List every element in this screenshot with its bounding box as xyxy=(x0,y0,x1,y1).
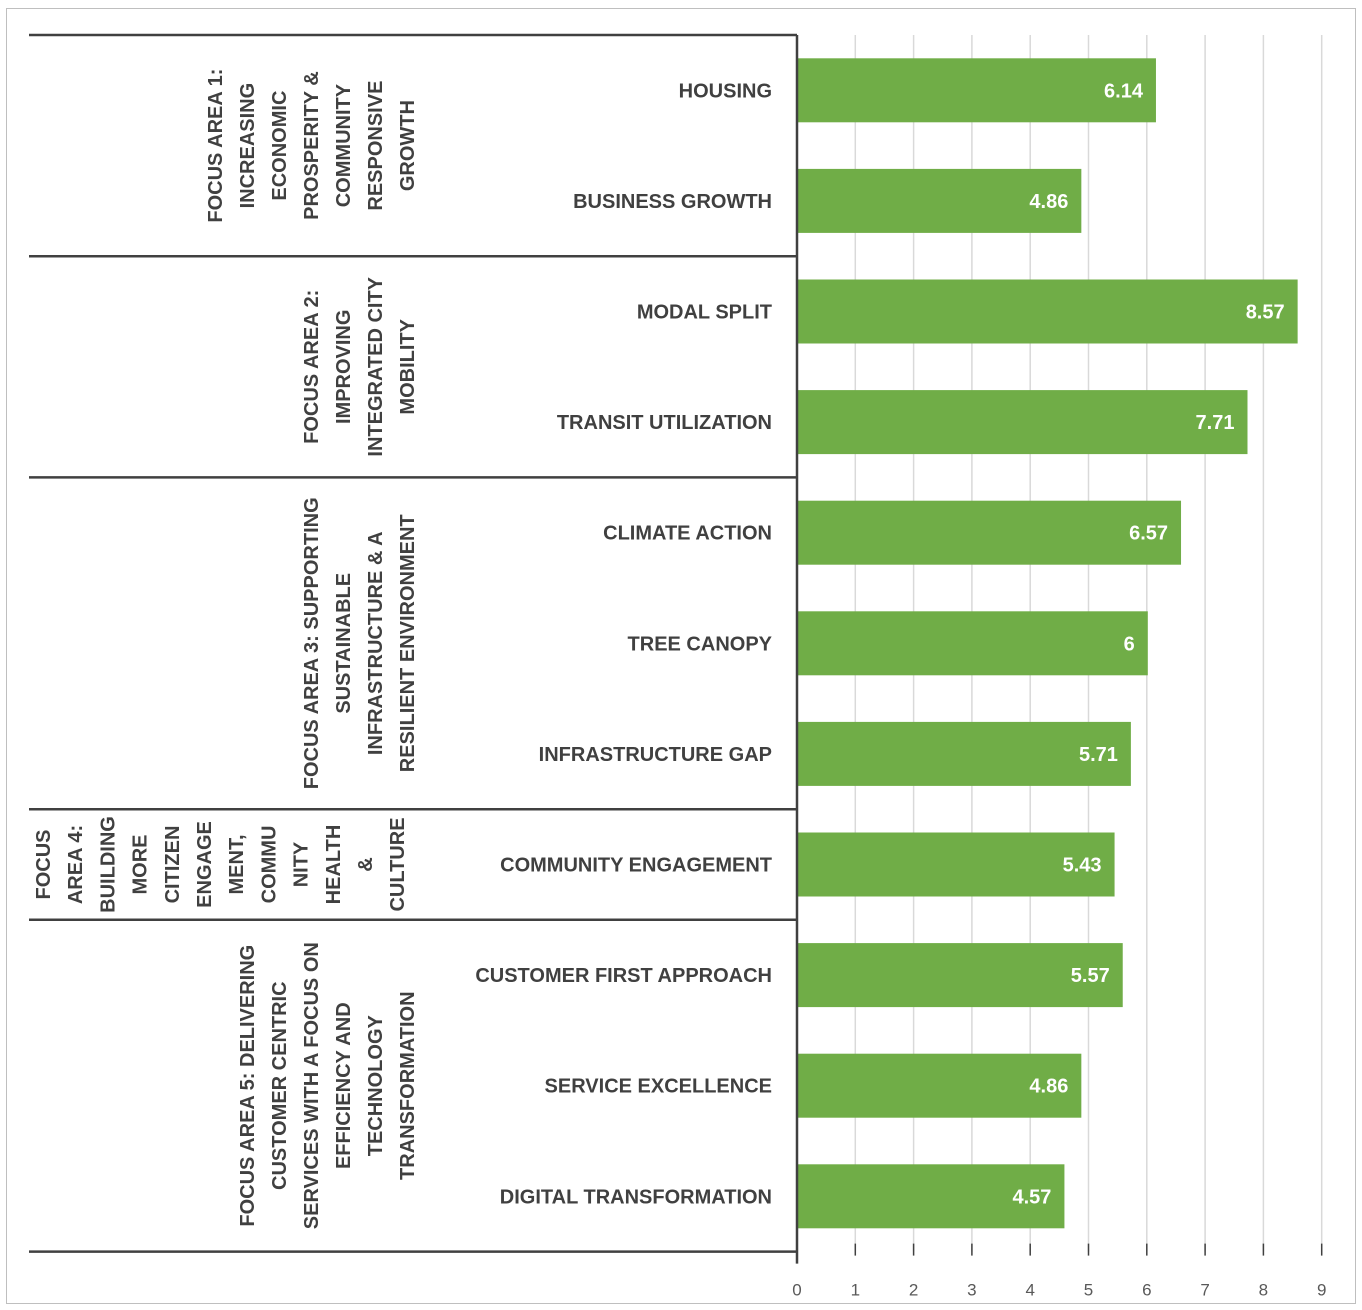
group-label-line: INCREASING xyxy=(237,83,259,209)
group-label-line: FOCUS AREA 3: SUPPORTING xyxy=(301,497,323,789)
x-tick-label: 0 xyxy=(792,1281,801,1300)
group-label-line: PROSPERITY & xyxy=(301,71,323,220)
data-label: 5.43 xyxy=(1063,855,1102,877)
category-label: INFRASTRUCTURE GAP xyxy=(539,744,772,766)
group-label-line: COMMUNITY xyxy=(333,83,355,207)
x-tick-label: 6 xyxy=(1142,1281,1151,1300)
category-label: COMMUNITY ENGAGEMENT xyxy=(500,855,772,877)
bar xyxy=(798,1164,1065,1229)
group-label-line: FOCUS xyxy=(33,830,55,900)
category-label: CUSTOMER FIRST APPROACH xyxy=(475,965,772,987)
category-labels: HOUSING BUSINESS GROWTH MODAL SPLIT TRANSIT… xyxy=(475,80,772,1208)
bars: 6.14 4.86 8.57 7.71 6.57 6 5.71 5.43 5.57 4.86 4.5… xyxy=(798,58,1298,1229)
group-label-line: INFRASTRUCTURE & A xyxy=(365,531,387,755)
group-label-line: MOBILITY xyxy=(397,318,419,414)
data-label: 4.86 xyxy=(1029,191,1068,213)
data-label: 5.57 xyxy=(1071,965,1110,987)
bar xyxy=(798,390,1248,455)
focus-area-groups: FOCUS AREA 1: INCREASING ECONOMIC PROSPERIT… xyxy=(29,33,799,1264)
group-label-line: COMMU xyxy=(258,826,280,904)
group-label-line: NITY xyxy=(291,841,313,887)
x-tick-label: 9 xyxy=(1317,1281,1326,1300)
x-tick-label: 5 xyxy=(1084,1281,1093,1300)
data-label: 6.57 xyxy=(1129,523,1168,545)
group-label-line: RESILIENT ENVIRONMENT xyxy=(397,514,419,772)
x-tick-label: 7 xyxy=(1200,1281,1209,1300)
group-label-line: RESPONSIVE xyxy=(365,81,387,211)
data-label: 8.57 xyxy=(1246,302,1285,324)
category-label: SERVICE EXCELLENCE xyxy=(545,1076,772,1098)
group-label-line: TRANSFORMATION xyxy=(397,991,419,1180)
group-label-line: CUSTOMER CENTRIC xyxy=(269,981,291,1190)
bar xyxy=(798,611,1148,676)
group-label-line: CULTURE xyxy=(387,817,409,911)
group-label-line: IMPROVING xyxy=(333,310,355,424)
bar xyxy=(798,1053,1082,1118)
chart-frame: 6.14 4.86 8.57 7.71 6.57 6 5.71 5.43 5.57 4.86 4.5… xyxy=(6,8,1356,1304)
x-axis-ticks: 0 1 2 3 4 5 6 7 8 9 xyxy=(792,1243,1326,1300)
bar xyxy=(798,58,1156,123)
group-label-line: SUSTAINABLE xyxy=(333,573,355,714)
bar-chart: 6.14 4.86 8.57 7.71 6.57 6 5.71 5.43 5.57 4.86 4.5… xyxy=(29,33,1326,1300)
category-label: TRANSIT UTILIZATION xyxy=(557,412,772,434)
group-label-line: ECONOMIC xyxy=(269,91,291,201)
group-label-line: MORE xyxy=(130,835,152,895)
category-label: DIGITAL TRANSFORMATION xyxy=(500,1186,772,1208)
group-label-line: SERVICES WITH A FOCUS ON xyxy=(301,942,323,1229)
group-label-line: ENGAGE xyxy=(194,821,216,908)
group-label-line: MENT, xyxy=(226,835,248,895)
data-label: 4.57 xyxy=(1012,1186,1051,1208)
data-label: 6.14 xyxy=(1104,80,1144,102)
group-label-line: INTEGRATED CITY xyxy=(365,276,387,456)
data-label: 7.71 xyxy=(1196,412,1235,434)
x-tick-label: 4 xyxy=(1025,1281,1034,1300)
bar xyxy=(798,721,1131,786)
group-label-line: HEALTH xyxy=(323,825,345,905)
category-label: TREE CANOPY xyxy=(628,633,773,655)
group-label-line: AREA 4: xyxy=(65,825,87,904)
x-tick-label: 1 xyxy=(851,1281,860,1300)
group-label-line: CITIZEN xyxy=(162,826,184,904)
group-label-line: FOCUS AREA 1: xyxy=(205,69,227,223)
x-tick-label: 3 xyxy=(967,1281,976,1300)
group-label-line: FOCUS AREA 2: xyxy=(301,290,323,444)
bar xyxy=(798,832,1115,897)
bar xyxy=(798,279,1298,344)
category-label: CLIMATE ACTION xyxy=(603,523,772,545)
bar xyxy=(798,500,1182,565)
group-label-line: FOCUS AREA 5: DELIVERING xyxy=(237,945,259,1227)
x-tick-label: 8 xyxy=(1259,1281,1268,1300)
x-tick-label: 2 xyxy=(909,1281,918,1300)
bar xyxy=(798,168,1082,233)
category-label: MODAL SPLIT xyxy=(637,302,772,324)
category-label: BUSINESS GROWTH xyxy=(573,191,772,213)
data-label: 6 xyxy=(1124,633,1135,655)
bar xyxy=(798,943,1123,1008)
group-label-line: EFFICIENCY AND xyxy=(333,1002,355,1169)
data-label: 5.71 xyxy=(1079,744,1118,766)
group-label-line: GROWTH xyxy=(397,100,419,191)
group-label-line: TECHNOLOGY xyxy=(365,1014,387,1156)
data-label: 4.86 xyxy=(1029,1076,1068,1098)
group-label-line: & xyxy=(355,857,377,871)
category-label: HOUSING xyxy=(679,80,772,102)
group-label-line: BUILDING xyxy=(97,816,119,913)
